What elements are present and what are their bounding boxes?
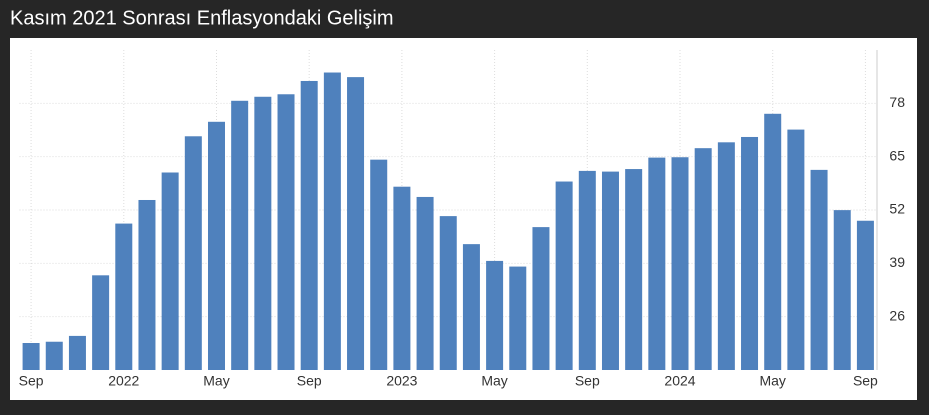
bar <box>833 210 851 370</box>
bar <box>601 171 619 370</box>
x-tick-label: May <box>203 373 229 389</box>
bar <box>578 170 596 370</box>
bar <box>300 80 318 370</box>
bar <box>671 157 689 370</box>
bar <box>625 169 643 370</box>
x-tick-label: May <box>481 373 507 389</box>
bar <box>555 181 573 370</box>
bar <box>787 129 805 370</box>
bar <box>462 244 480 370</box>
x-tick-label: Sep <box>297 373 322 389</box>
bar <box>532 227 550 370</box>
bar <box>92 275 110 370</box>
x-tick-label: 2024 <box>664 373 695 389</box>
x-tick-label: 2022 <box>108 373 139 389</box>
bar <box>717 142 735 370</box>
bar <box>161 172 179 370</box>
bar <box>486 260 504 370</box>
x-tick-label: Sep <box>19 373 44 389</box>
bar <box>370 159 388 370</box>
bar <box>323 72 341 371</box>
bar <box>741 136 759 370</box>
bar <box>810 169 828 370</box>
chart-title: Kasım 2021 Sonrası Enflasyondaki Gelişim <box>10 7 394 29</box>
x-tick-label: Sep <box>853 373 878 389</box>
bar <box>856 220 874 370</box>
y-tick-label: 52 <box>889 201 905 217</box>
bar <box>393 186 411 370</box>
bar <box>648 157 666 370</box>
bar <box>22 343 40 370</box>
y-tick-label: 65 <box>889 147 905 163</box>
bar <box>764 113 782 371</box>
bar <box>509 266 527 370</box>
bar <box>347 77 365 370</box>
bar <box>115 223 133 370</box>
x-tick-label: Sep <box>575 373 600 389</box>
bar <box>439 216 457 370</box>
x-tick-label: 2023 <box>386 373 417 389</box>
y-tick-label: 78 <box>889 94 905 110</box>
bar <box>254 96 272 371</box>
bar <box>45 341 63 370</box>
y-tick-label: 39 <box>889 254 905 270</box>
bar <box>138 199 156 370</box>
bar <box>231 100 249 371</box>
bar <box>416 196 434 370</box>
bar <box>184 136 202 370</box>
bar <box>277 94 295 371</box>
bar <box>68 335 86 370</box>
bar <box>207 121 225 371</box>
y-tick-label: 26 <box>889 307 905 323</box>
bar <box>694 148 712 370</box>
x-tick-label: May <box>759 373 785 389</box>
